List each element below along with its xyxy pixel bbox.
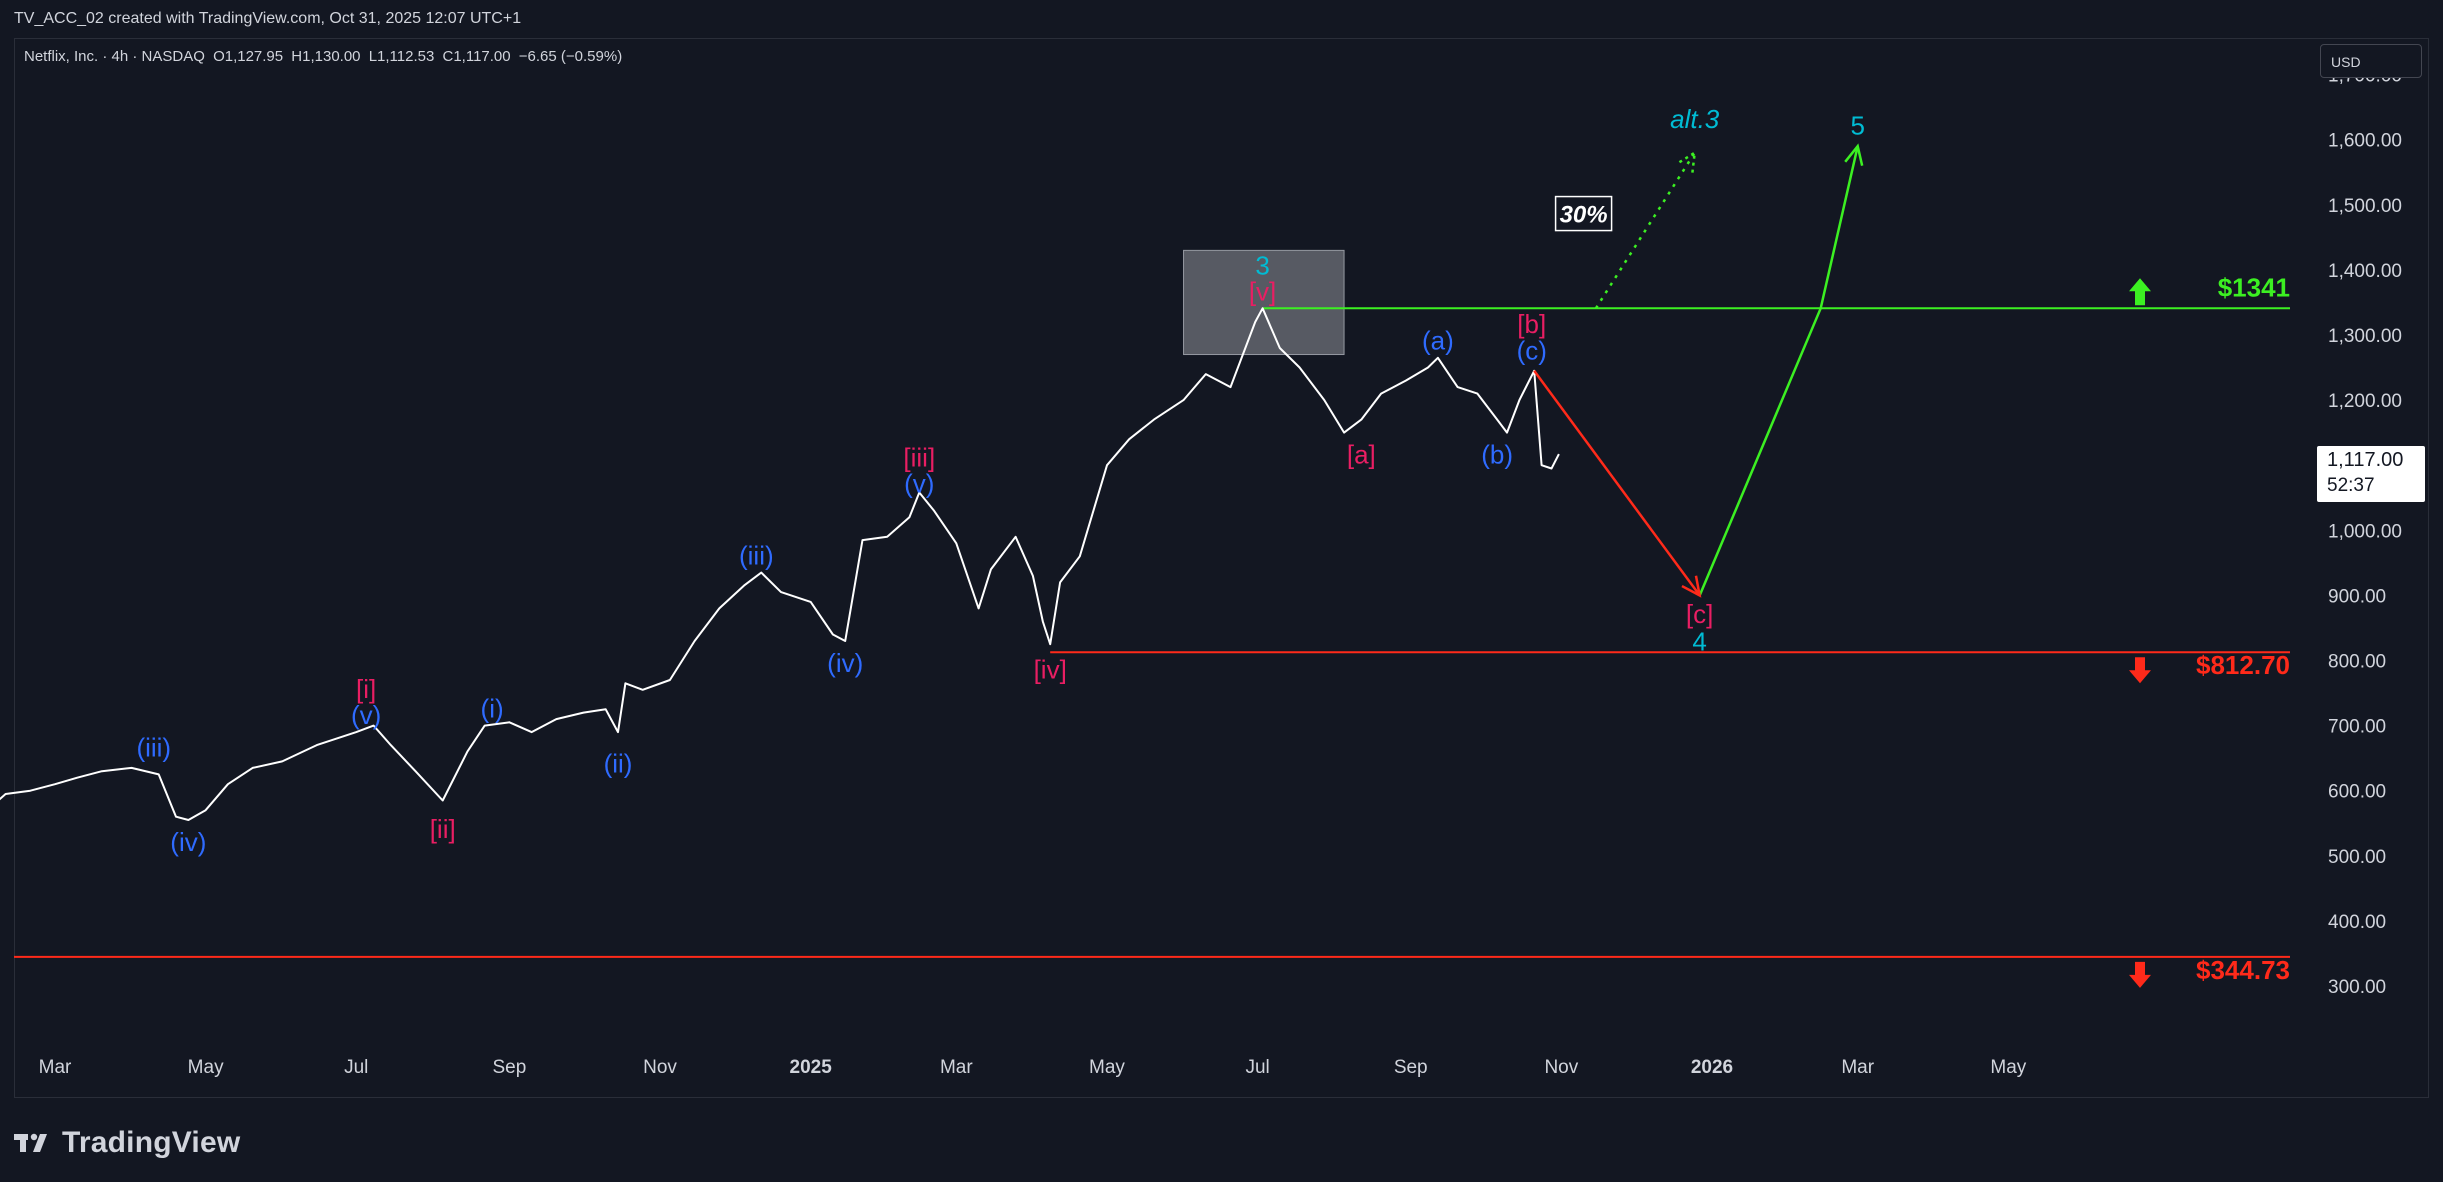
wave-label[interactable]: [i] [356,674,376,704]
wave-label[interactable]: (i) [481,693,504,723]
wave-label[interactable]: (iii) [136,732,171,762]
x-axis-tick-label: Nov [643,1057,677,1078]
wave-label[interactable]: (v) [904,469,934,499]
level-label-1: $812.70 [2196,650,2290,680]
chart-pane[interactable] [14,38,2429,1098]
y-axis-tick-label: 700.00 [2328,717,2386,738]
ohlc-open: O1,127.95 [213,48,284,65]
wave-label[interactable]: (iv) [827,648,863,678]
bar-countdown: 52:37 [2327,475,2375,496]
wave-label[interactable]: (iv) [170,827,206,857]
wave-label[interactable]: [b] [1517,309,1546,339]
wave-3-highlight-box[interactable] [1183,249,1345,356]
x-axis-tick-label: Mar [940,1057,973,1078]
ohlc-change: −6.65 (−0.59%) [518,48,623,65]
tradingview-logo-icon[interactable] [14,1131,54,1155]
y-axis-tick-label: 1,500.00 [2328,196,2402,217]
y-axis-tick-label: 300.00 [2328,977,2386,998]
projection-down-line[interactable] [1533,370,1701,597]
wave-label[interactable]: [a] [1347,439,1376,469]
y-axis-tick-label: 1,300.00 [2328,326,2402,347]
symbol-name[interactable]: Netflix, Inc. · 4h · NASDAQ [24,48,205,65]
x-axis-tick-label: 2026 [1691,1057,1733,1078]
x-axis-tick-label: Sep [492,1057,526,1078]
currency-button[interactable]: USD [2320,44,2422,78]
wave-label[interactable]: (c) [1517,335,1547,365]
up-arrow-icon [2129,278,2151,306]
ohlc-low: L1,112.53 [368,48,435,65]
projection-down-arrowhead-icon [1681,575,1702,598]
x-axis-tick-label: 2025 [790,1057,833,1078]
ohlc-close: C1,117.00 [442,48,511,65]
x-axis-tick-label: Jul [1245,1057,1269,1078]
wave-label[interactable]: (ii) [604,749,633,779]
snapshot-title: TV_ACC_02 created with TradingView.com, … [14,10,522,27]
y-axis-tick-label: 1,200.00 [2328,391,2402,412]
projection-up-line[interactable] [1698,145,1859,596]
wave-label[interactable]: [iv] [1034,654,1067,684]
wave-label[interactable]: (b) [1481,439,1513,469]
y-axis-tick-label: 600.00 [2328,782,2386,803]
wave-label[interactable]: 4 [1692,626,1706,656]
wave-label[interactable]: (v) [351,700,381,730]
projection-up-arrowhead-icon [1844,143,1864,166]
wave-label[interactable]: 30% [1560,202,1608,229]
wave-label[interactable]: [c] [1686,599,1713,629]
last-price-badge: 1,117.00 52:37 [2317,446,2425,502]
x-axis-tick-label: May [1089,1057,1125,1078]
footer: TradingView [14,1118,240,1168]
wave-label[interactable]: [ii] [430,814,456,844]
tradingview-brand[interactable]: TradingView [62,1126,241,1159]
price-series-line[interactable] [0,307,1560,821]
wave-label[interactable]: alt.3 [1670,104,1720,134]
level-label-0: $1341 [2218,272,2290,302]
symbol-legend: Netflix, Inc. · 4h · NASDAQ O1,127.95 H1… [24,48,626,65]
wave-label[interactable]: (a) [1422,326,1454,356]
wave-label[interactable]: [iii] [903,443,935,473]
y-axis-tick-label: 400.00 [2328,912,2386,933]
x-axis-tick-label: Jul [344,1057,368,1078]
down-arrow-icon [2129,961,2151,988]
probability-box [1554,195,1613,232]
down-arrow-icon [2129,657,2151,684]
x-axis-tick-label: May [188,1057,224,1078]
wave-label[interactable]: 5 [1850,111,1864,141]
y-axis-tick-label: 1,400.00 [2328,261,2402,282]
y-axis-tick-label: 800.00 [2328,652,2386,673]
y-axis-tick-label: 1,000.00 [2328,521,2402,542]
x-axis-tick-label: Mar [39,1057,72,1078]
y-axis-tick-label: 900.00 [2328,586,2386,607]
x-axis-tick-label: Mar [1841,1057,1874,1078]
last-price-value: 1,117.00 [2327,449,2404,471]
level-label-2: $344.73 [2196,955,2290,985]
y-axis-tick-label: 1,600.00 [2328,131,2402,152]
x-axis-tick-label: May [1990,1057,2026,1078]
ohlc-high: H1,130.00 [291,48,361,65]
x-axis-tick-label: Sep [1394,1057,1428,1078]
snapshot-title-bar: TV_ACC_02 created with TradingView.com, … [0,0,2443,38]
projection-alt3-arrowhead-icon [1677,150,1697,173]
y-axis-tick-label: 500.00 [2328,847,2386,868]
wave-label[interactable]: (iii) [739,540,774,570]
x-axis-tick-label: Nov [1544,1057,1578,1078]
wave-label[interactable]: [v] [1249,277,1276,307]
projection-alt3-dotted-line[interactable] [1594,152,1696,309]
wave-label[interactable]: 3 [1255,251,1269,281]
